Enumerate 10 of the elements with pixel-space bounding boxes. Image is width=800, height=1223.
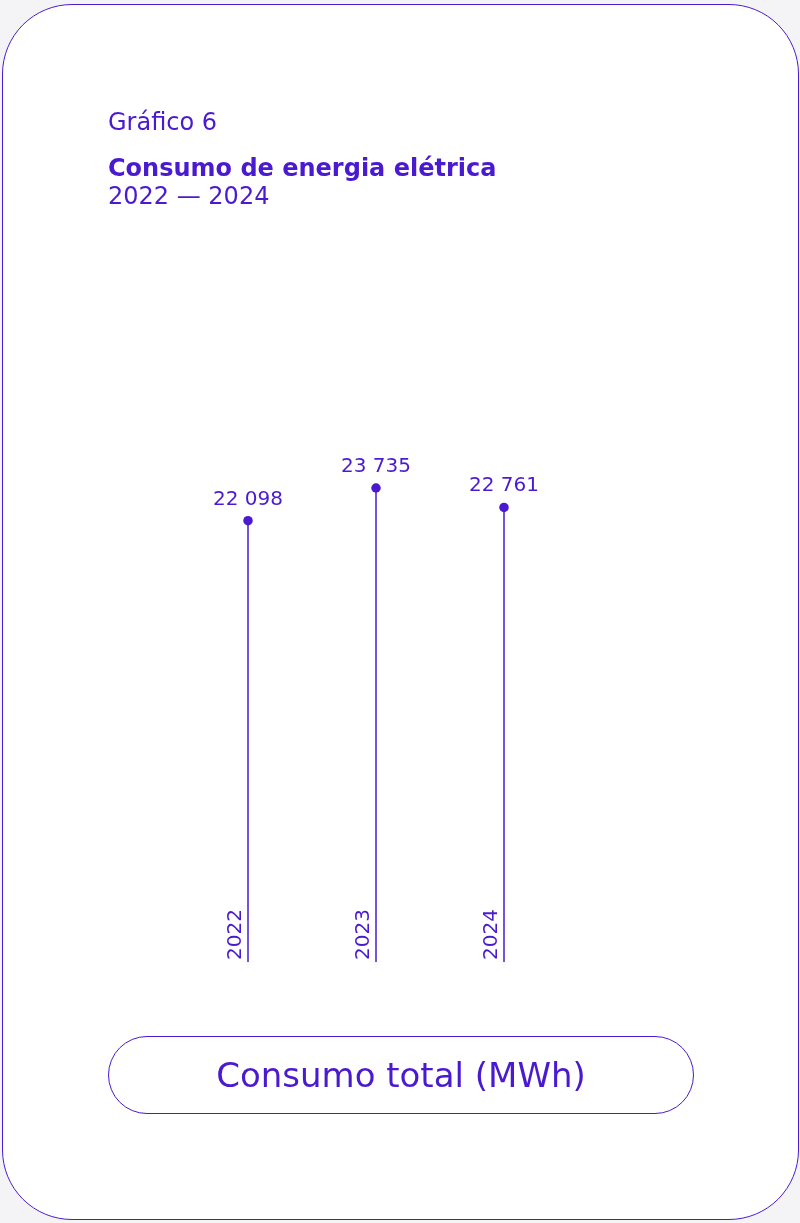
text: Gráfico 6 bbox=[108, 108, 219, 136]
chart-subtitle: 2022 — 2024 bbox=[108, 182, 271, 210]
x-axis-title: Consumo total (MWh) bbox=[108, 1036, 694, 1114]
data-label: 22 761 bbox=[469, 472, 539, 497]
x-tick-label: 2024 bbox=[478, 909, 502, 960]
x-tick-label: 2023 bbox=[350, 909, 374, 960]
x-tick-label: 2022 bbox=[222, 909, 246, 960]
data-label: 22 098 bbox=[213, 485, 283, 510]
chart-title: Consumo de energia elétrica bbox=[108, 154, 497, 182]
data-label: 23 735 bbox=[341, 453, 411, 477]
